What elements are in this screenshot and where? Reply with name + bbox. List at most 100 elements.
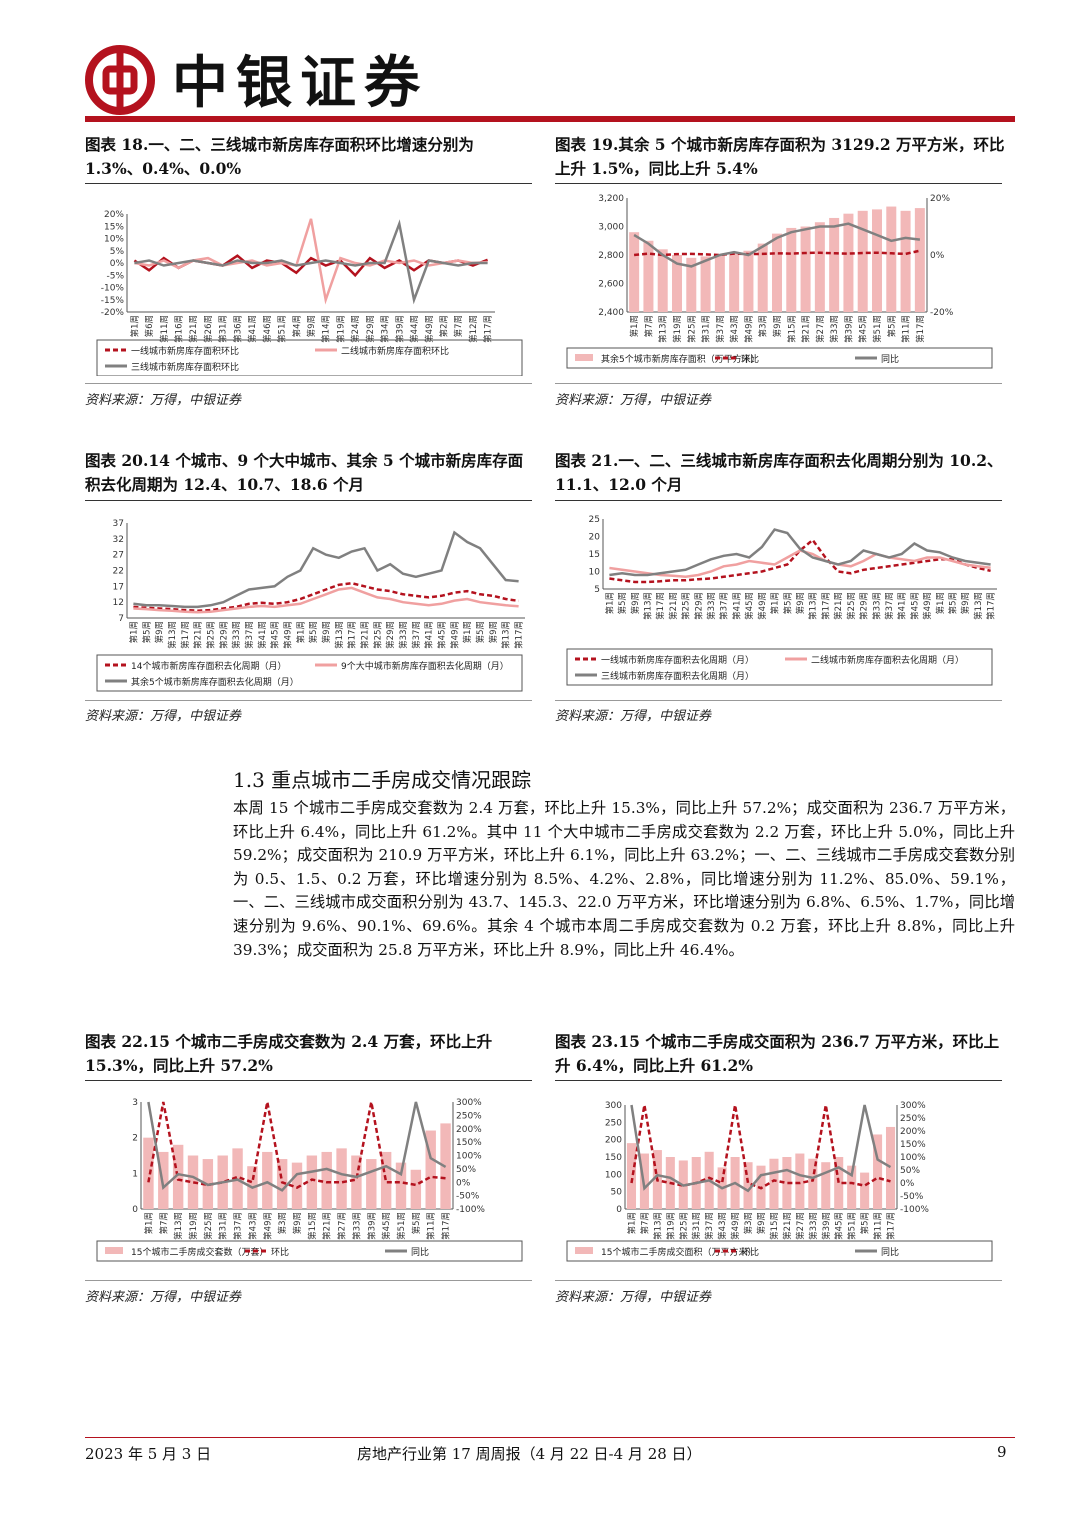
x-tick-label: 第45周	[909, 592, 920, 620]
y-tick-label: 150	[605, 1153, 622, 1163]
x-tick-label: 第45周	[437, 621, 448, 649]
x-tick-label: 第5周	[411, 1212, 422, 1234]
bar	[395, 1162, 407, 1209]
y2-tick-label: 200%	[900, 1127, 926, 1137]
bar	[872, 209, 882, 312]
y2-tick-label: -100%	[456, 1205, 485, 1215]
legend-box	[566, 1240, 993, 1262]
y-tick-label: 20	[589, 533, 601, 543]
x-tick-label: 第12周	[468, 315, 479, 343]
y-tick-label: -20%	[101, 308, 125, 318]
bar	[873, 1134, 883, 1209]
bank-of-china-logo-icon	[85, 45, 155, 115]
footer-date: 2023 年 5 月 3 日	[85, 1445, 212, 1463]
x-tick-label: 第17周	[514, 621, 525, 649]
x-tick-label: 第41周	[897, 592, 908, 620]
x-tick-label: 第39周	[394, 315, 405, 343]
x-tick-label: 第21周	[668, 592, 679, 620]
page-number: 9	[997, 1443, 1007, 1461]
y2-tick-label: -100%	[900, 1205, 929, 1215]
source-rule	[85, 700, 532, 701]
y-tick-label: 0	[132, 1205, 138, 1215]
y-tick-label: 17	[113, 582, 124, 592]
y2-tick-label: 250%	[900, 1114, 926, 1124]
y-tick-label: 15%	[104, 222, 124, 232]
y-tick-label: 27	[113, 551, 124, 561]
y-tick-label: 2	[132, 1134, 138, 1144]
x-tick-label: 第21周	[360, 621, 371, 649]
x-tick-label: 第33周	[871, 592, 882, 620]
x-tick-label: 第26周	[203, 315, 214, 343]
x-tick-label: 第37周	[233, 1212, 244, 1240]
y-tick-label: 32	[113, 535, 124, 545]
x-tick-label: 第17周	[483, 315, 494, 343]
caption-rule	[85, 183, 532, 184]
legend-box	[96, 1240, 523, 1262]
bar	[410, 1169, 422, 1209]
x-tick-label: 第33周	[351, 1212, 362, 1240]
y2-tick-label: 100%	[456, 1152, 482, 1162]
x-tick-label: 第9周	[488, 621, 499, 643]
x-tick-label: 第1周	[604, 592, 615, 614]
chart-22: 3 2 1 0 300% 250% 200% 150% 100% 50% 0% -50% -100% 第1…	[96, 1098, 523, 1262]
x-tick-label: 第49周	[757, 592, 768, 620]
x-tick-label: 第43周	[729, 315, 740, 343]
x-tick-label: 第11周	[159, 315, 170, 343]
legend-box	[96, 654, 523, 692]
x-tick-label: 第37周	[244, 621, 255, 649]
x-tick-label: 第21周	[833, 592, 844, 620]
y-tick-label: 20%	[104, 210, 124, 220]
x-tick-label: 第9周	[772, 315, 783, 337]
figure-18-caption: 图表 18.一、二、三线城市新房库存面积环比增速分别为 1.3%、0.4%、0.…	[85, 135, 474, 178]
header-rule	[85, 116, 1015, 122]
bar	[885, 1126, 896, 1209]
x-tick-label: 第3周	[743, 1212, 754, 1234]
x-tick-label: 第43周	[717, 1212, 728, 1240]
caption-rule	[555, 183, 1002, 184]
x-tick-label: 第45周	[858, 315, 869, 343]
x-tick-label: 第39周	[821, 1212, 832, 1240]
x-tick-label: 第51周	[396, 1212, 407, 1240]
legend-label: 14个城市新房库存面积去化周期（月）	[131, 660, 286, 672]
chart-19: 3,200 3,000 2,800 2,600 2,400 20% 0% -20% 第1周 第7周…	[566, 194, 993, 369]
x-tick-label: 第37周	[704, 1212, 715, 1240]
x-tick-label: 第1周	[128, 621, 139, 643]
y-tick-label: 10	[589, 568, 601, 578]
legend-label: 15个城市二手房成交套数（万套）	[131, 1246, 268, 1258]
y2-tick-label: 0%	[900, 1179, 915, 1189]
x-tick-label: 第29周	[693, 592, 704, 620]
legend-label: 二线城市新房库存面积去化周期（月）	[811, 654, 964, 666]
x-tick-label: 第1周	[295, 621, 306, 643]
x-tick-label: 第17周	[915, 315, 926, 343]
y-tick-label: 0%	[110, 259, 125, 269]
x-tick-label: 第41周	[247, 315, 258, 343]
figure-20-caption: 图表 20.14 个城市、9 个大中城市、其余 5 个城市新房库存面积去化周期为…	[85, 451, 524, 494]
x-tick-label: 第31周	[701, 315, 712, 343]
x-tick-label: 第37周	[719, 592, 730, 620]
y2-tick-label: 100%	[900, 1153, 926, 1163]
x-tick-label: 第49周	[449, 621, 460, 649]
x-tick-label: 第1周	[129, 315, 140, 337]
x-tick-label: 第3周	[277, 1212, 288, 1234]
x-tick-label: 第17周	[820, 592, 831, 620]
legend-swatch	[575, 1247, 593, 1254]
x-tick-label: 第14周	[321, 315, 332, 343]
bar	[900, 210, 911, 312]
x-tick-label: 第16周	[174, 315, 185, 343]
y-tick-label: 250	[605, 1118, 622, 1128]
x-tick-label: 第37周	[411, 621, 422, 649]
legend-swatch	[105, 1247, 123, 1254]
x-tick-label: 第36周	[232, 315, 243, 343]
y-tick-label: 3	[132, 1098, 138, 1108]
y-tick-label: 12	[113, 598, 124, 608]
source-rule	[555, 383, 1002, 384]
legend-label: 环比	[741, 353, 759, 365]
bar	[425, 1130, 436, 1209]
x-tick-label: 第29周	[218, 621, 229, 649]
x-tick-label: 第9周	[154, 621, 165, 643]
legend-label: 三线城市新房库存面积环比	[131, 361, 239, 373]
x-tick-label: 第51周	[847, 1212, 858, 1240]
bar	[808, 1158, 818, 1209]
x-tick-label: 第25周	[203, 1212, 214, 1240]
figure-18-source: 资料来源：万得，中银证券	[85, 393, 242, 408]
